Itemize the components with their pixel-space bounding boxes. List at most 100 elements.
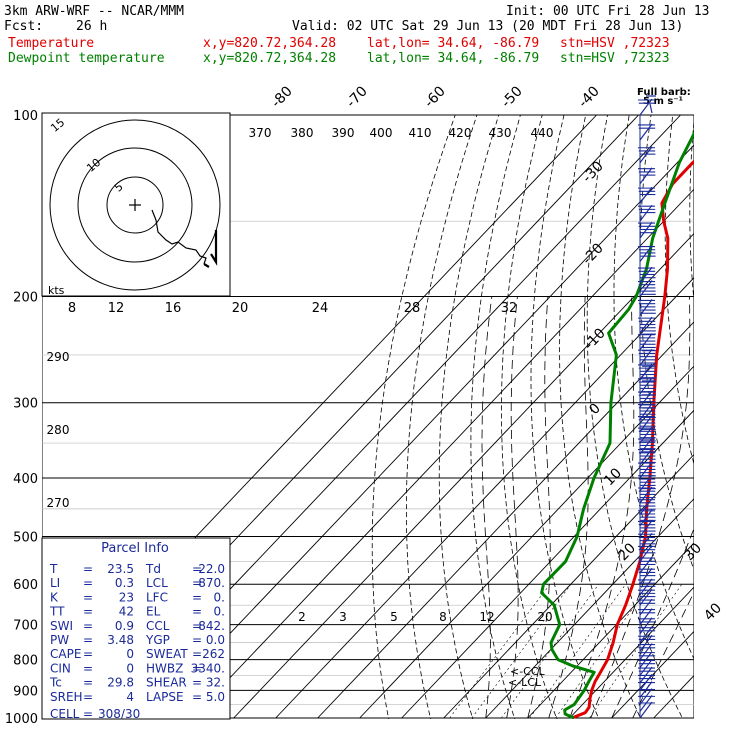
dry-adiabat (613, 114, 694, 660)
wind-barb (638, 123, 656, 141)
legend-dewpoint-xy: x,y=820.72,364.28 (203, 51, 337, 66)
wind-barb (638, 245, 656, 262)
parcel-eq: = (192, 661, 202, 675)
theta-label: 400 (370, 126, 393, 140)
isotherm-label-top: -70 (343, 83, 370, 111)
isotherm (611, 630, 694, 719)
pressure-tick-label: 900 (13, 684, 38, 699)
parcel-label: T (49, 562, 58, 576)
pressure-tick-label: 700 (13, 619, 38, 634)
isotherm (401, 409, 694, 719)
wind-barb (638, 333, 656, 352)
mixing-ratio-label: 8 (68, 301, 76, 316)
moist-adiabat (506, 296, 519, 719)
isotherm-label-top: -80 (268, 83, 295, 111)
dry-adiabat (438, 114, 500, 719)
parcel-value: 5.0 (206, 690, 225, 704)
legend-dewpoint-stn: stn=HSV ,72323 (560, 51, 670, 66)
parcel-label: LCL (146, 576, 168, 590)
hodograph-trace (151, 209, 207, 265)
dry-adiabat (501, 114, 558, 719)
isotherm (275, 277, 694, 719)
barb-legend-unit: 5 m s⁻¹ (643, 96, 683, 107)
parcel-label: PW (50, 633, 69, 647)
dry-adiabat (559, 114, 642, 719)
hodograph-ring (106, 176, 164, 234)
mixing-ratio-label-lower: 2 (298, 610, 306, 624)
wind-barb (638, 498, 656, 516)
parcel-eq: = (83, 576, 93, 590)
wind-barb (638, 377, 656, 396)
parcel-value: 32. (206, 676, 225, 690)
parcel-eq: = (83, 647, 93, 661)
wind-barb (638, 578, 656, 596)
wind-barb (638, 266, 656, 284)
parcel-label: SWI (50, 619, 73, 633)
legend-temperature-xy: x,y=820.72,364.28 (203, 36, 337, 51)
isotherm (233, 232, 694, 719)
isotherm-label-right: 10 (601, 465, 625, 489)
hodograph-ring (77, 147, 193, 263)
parcel-eq: = (192, 562, 202, 576)
mixing-ratio-label-lower: 12 (479, 610, 494, 624)
theta-label: 390 (332, 126, 355, 140)
parcel-label: Tc (49, 676, 62, 690)
parcel-eq: = (192, 590, 202, 604)
barb-legend-title: Full barb: (637, 87, 691, 98)
wind-barb (638, 701, 655, 719)
mixing-ratio-label: 28 (404, 301, 421, 316)
parcel-eq: = (83, 661, 93, 675)
isotherm (653, 674, 694, 719)
legend-dewpoint-name: Dewpoint temperature (8, 51, 165, 66)
isotherm-label-right: -10 (581, 325, 608, 353)
wind-barbs (638, 98, 656, 719)
legend-temperature-name: Temperature (8, 36, 95, 51)
wind-barb (638, 299, 656, 316)
wind-barb (638, 643, 656, 660)
parcel-label: SHEAR (146, 676, 187, 690)
wind-barb (638, 437, 656, 455)
parcel-label: SWEAT (146, 647, 188, 661)
parcel-eq: = (192, 676, 202, 690)
hodograph-ring (49, 119, 221, 291)
parcel-label: Td (145, 562, 161, 576)
theta-label: 380 (291, 126, 314, 140)
parcel-eq: = (83, 590, 93, 604)
parcel-info-frame (41, 537, 231, 720)
parcel-value: 42 (119, 605, 134, 619)
dry-adiabat (689, 116, 694, 306)
parcel-label: CAPE (50, 647, 81, 661)
mixing-ratio-label: 24 (312, 301, 329, 316)
legend-temperature-latlon: lat,lon= 34.64, -86.79 (367, 36, 540, 51)
parcel-value: 3340. (191, 661, 225, 675)
parcel-label: LFC (146, 590, 168, 604)
init-time: Init: 00 UTC Fri 28 Jun 13 (506, 4, 710, 19)
wind-barb (638, 204, 656, 222)
parcel-eq: = (83, 633, 93, 647)
fcst-value: 26 h (76, 19, 108, 34)
isotherm-label-top: -60 (421, 83, 448, 111)
mixing-ratio-line (555, 584, 651, 719)
wind-barb (638, 588, 656, 606)
parcel-value: 0. (214, 605, 225, 619)
hodograph-kts-label: kts (48, 284, 65, 297)
isotherm-label-top: -40 (575, 83, 602, 111)
mixing-ratio-line (529, 584, 626, 719)
pressure-tick-label: 300 (13, 397, 38, 412)
parcel-label: YGP (145, 633, 170, 647)
dry-adiabat (530, 114, 600, 719)
wind-barb (638, 634, 656, 652)
theta-label: 420 (449, 126, 472, 140)
pressure-tick-label: 500 (13, 530, 38, 545)
isotherm (149, 144, 694, 719)
moist-adiabat (527, 296, 551, 719)
wind-barb (638, 448, 656, 465)
pressure-tick-label: 800 (13, 654, 38, 669)
hodograph-trace (203, 230, 218, 268)
wind-barb (638, 98, 656, 116)
parcel-eq: = (83, 676, 93, 690)
